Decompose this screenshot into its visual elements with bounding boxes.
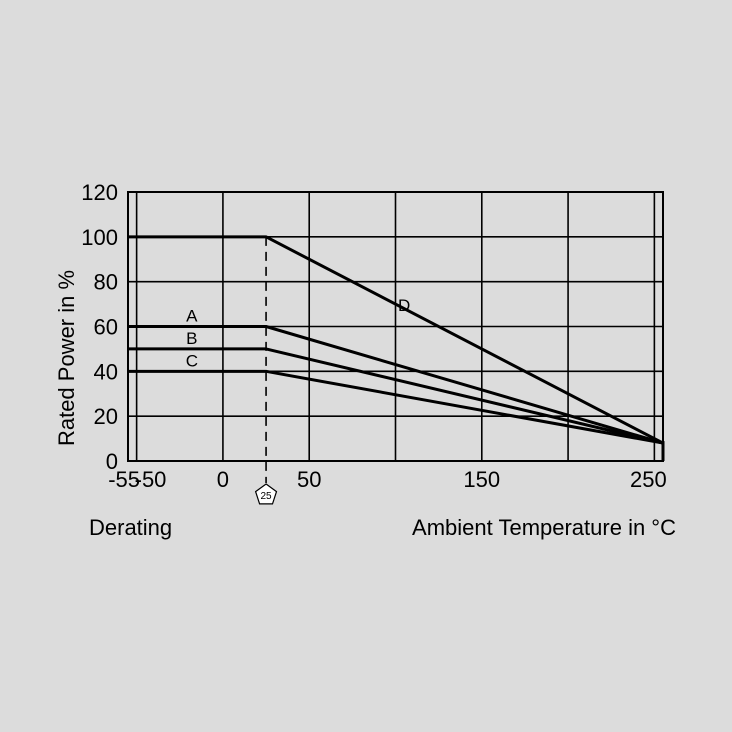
x-tick-label: 250 (630, 467, 667, 492)
y-tick-label: 20 (94, 404, 118, 429)
y-tick-label: 40 (94, 359, 118, 384)
x-tick-label: 50 (297, 467, 321, 492)
marker-label: 25 (261, 491, 273, 502)
series-line-c (128, 369, 664, 445)
series-label-d: D (398, 296, 410, 315)
marker-badge: 25 (254, 483, 278, 505)
series-label-c: C (186, 351, 198, 370)
y-axis-label: Rated Power in % (54, 270, 79, 446)
y-tick-label: 100 (81, 225, 118, 250)
series-label-b: B (186, 329, 197, 348)
x-tick-labels: -55-50 0 50 150 250 (108, 467, 667, 492)
x-tick-label: 0 (217, 467, 229, 492)
y-tick-label: 60 (94, 315, 118, 340)
x-tick-label: 150 (463, 467, 500, 492)
x-tick-label: -50 (135, 467, 167, 492)
marker-pentagon-icon (254, 483, 278, 505)
derating-label: Derating (89, 515, 172, 540)
x-axis-label: Ambient Temperature in °C (412, 515, 676, 540)
series-labels: D ABC (186, 296, 411, 371)
y-tick-labels: 0 20 40 60 80 100 120 (81, 180, 118, 474)
plot-frame (127, 191, 664, 462)
series-label-a: A (186, 307, 198, 326)
y-tick-label: 0 (106, 449, 118, 474)
x-tick-label: -55 (108, 467, 140, 492)
y-tick-label: 120 (81, 180, 118, 205)
series-line-a (128, 325, 664, 445)
y-tick-label: 80 (94, 270, 118, 295)
